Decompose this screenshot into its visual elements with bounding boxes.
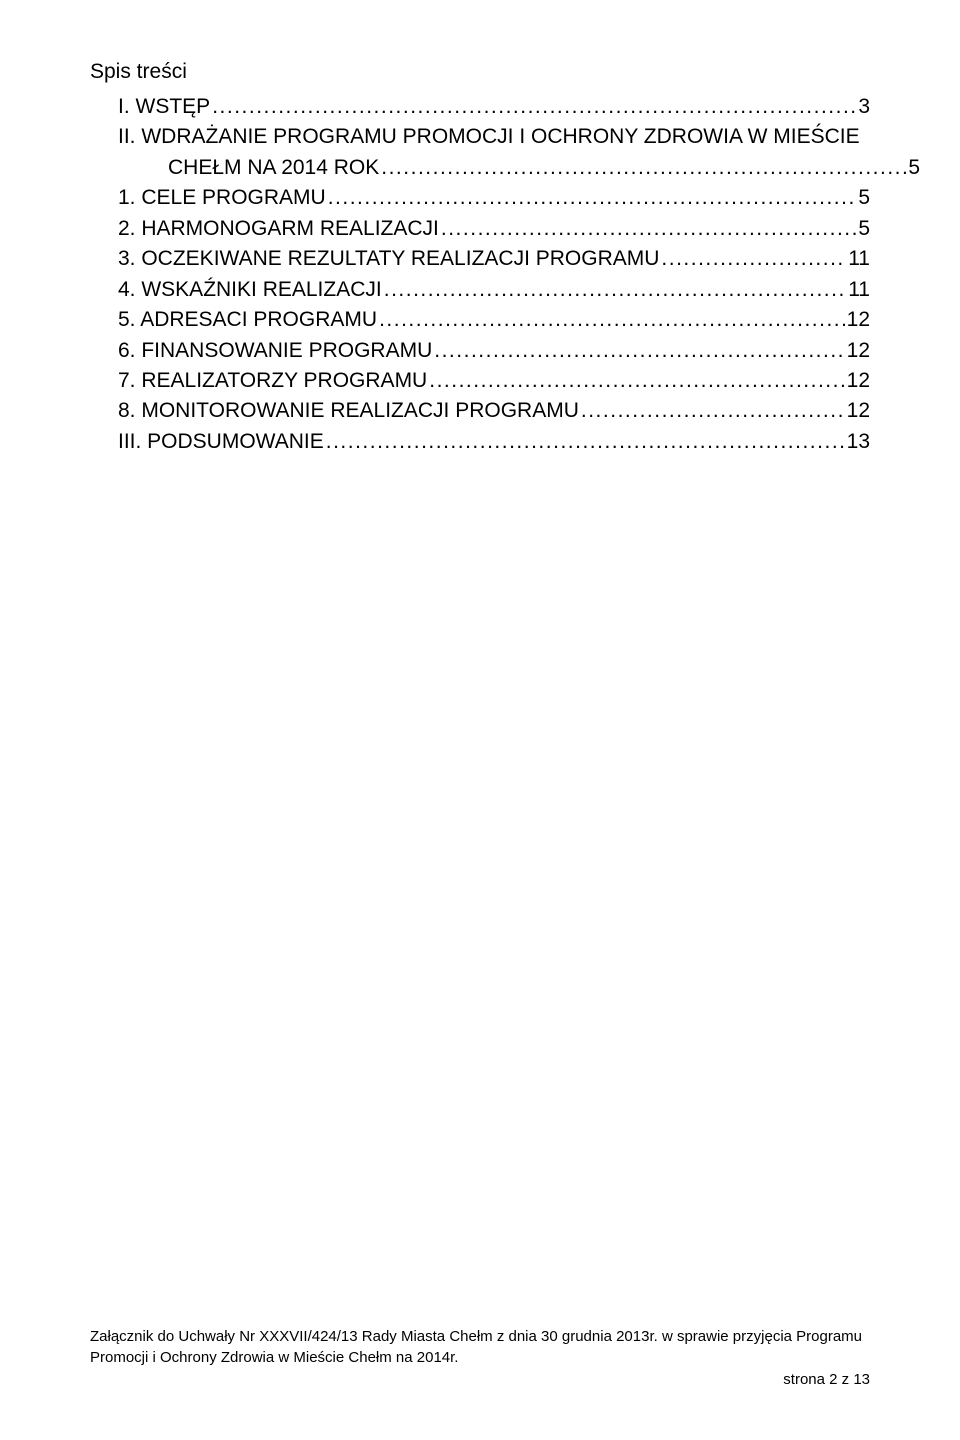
toc-label: III. PODSUMOWANIE — [118, 427, 324, 457]
toc-dots — [581, 396, 845, 426]
toc-dots — [434, 336, 844, 366]
toc-label: II. WDRAŻANIE PROGRAMU PROMOCJI I OCHRON… — [118, 122, 860, 152]
toc-dots — [212, 92, 856, 122]
toc-page: 11 — [848, 275, 870, 305]
toc-label: 4. WSKAŹNIKI REALIZACJI — [118, 275, 382, 305]
toc-dots — [384, 275, 846, 305]
toc-entry: 1. CELE PROGRAMU 5 — [118, 183, 870, 213]
toc-dots — [326, 427, 845, 457]
toc-dots — [381, 153, 906, 183]
toc-page: 12 — [847, 396, 870, 426]
footer-page-number: strona 2 z 13 — [90, 1370, 870, 1390]
footer: Załącznik do Uchwały Nr XXXVII/424/13 Ra… — [90, 1327, 870, 1390]
toc-list: I. WSTĘP 3 II. WDRAŻANIE PROGRAMU PROMOC… — [90, 92, 870, 457]
toc-entry: III. PODSUMOWANIE 13 — [118, 427, 870, 457]
toc-label: 6. FINANSOWANIE PROGRAMU — [118, 336, 432, 366]
toc-page: 5 — [858, 183, 870, 213]
toc-page: 11 — [848, 244, 870, 274]
toc-label: 1. CELE PROGRAMU — [118, 183, 326, 213]
toc-page: 5 — [908, 153, 920, 183]
toc-entry: I. WSTĘP 3 — [118, 92, 870, 122]
toc-title: Spis treści — [90, 60, 870, 84]
toc-entry: II. WDRAŻANIE PROGRAMU PROMOCJI I OCHRON… — [118, 122, 870, 152]
toc-label: 8. MONITOROWANIE REALIZACJI PROGRAMU — [118, 396, 579, 426]
toc-entry: 2. HARMONOGARM REALIZACJI 5 — [118, 214, 870, 244]
toc-dots — [328, 183, 857, 213]
toc-label: 2. HARMONOGARM REALIZACJI — [118, 214, 439, 244]
toc-page: 5 — [858, 214, 870, 244]
toc-entry: 5. ADRESACI PROGRAMU 12 — [118, 305, 870, 335]
toc-page: 3 — [858, 92, 870, 122]
toc-dots — [379, 305, 845, 335]
toc-entry: 7. REALIZATORZY PROGRAMU 12 — [118, 366, 870, 396]
toc-page: 13 — [847, 427, 870, 457]
toc-page: 12 — [847, 336, 870, 366]
footer-line-2: Promocji i Ochrony Zdrowia w Mieście Che… — [90, 1348, 870, 1368]
toc-entry: 4. WSKAŹNIKI REALIZACJI 11 — [118, 275, 870, 305]
toc-label: I. WSTĘP — [118, 92, 210, 122]
toc-label: 3. OCZEKIWANE REZULTATY REALIZACJI PROGR… — [118, 244, 659, 274]
toc-label: 5. ADRESACI PROGRAMU — [118, 305, 377, 335]
toc-label: CHEŁM NA 2014 ROK — [168, 153, 379, 183]
toc-entry: 6. FINANSOWANIE PROGRAMU 12 — [118, 336, 870, 366]
toc-entry: 8. MONITOROWANIE REALIZACJI PROGRAMU 12 — [118, 396, 870, 426]
toc-dots — [429, 366, 844, 396]
toc-entry: CHEŁM NA 2014 ROK 5 — [118, 153, 920, 183]
toc-entry: 3. OCZEKIWANE REZULTATY REALIZACJI PROGR… — [118, 244, 870, 274]
footer-line-1: Załącznik do Uchwały Nr XXXVII/424/13 Ra… — [90, 1327, 870, 1347]
toc-dots — [441, 214, 856, 244]
toc-page: 12 — [847, 366, 870, 396]
toc-label: 7. REALIZATORZY PROGRAMU — [118, 366, 427, 396]
toc-page: 12 — [847, 305, 870, 335]
toc-dots — [661, 244, 846, 274]
